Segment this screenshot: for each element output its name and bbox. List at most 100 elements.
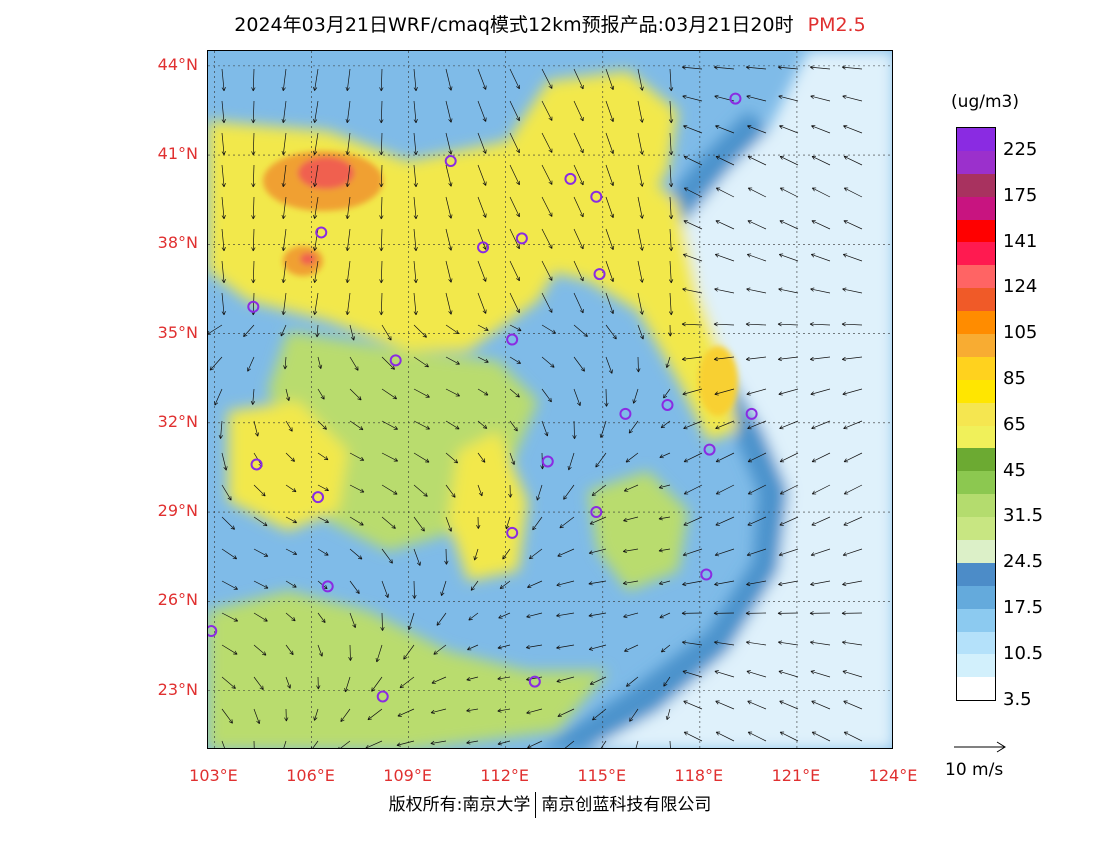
wind-arrow <box>715 187 735 198</box>
wind-arrow <box>477 420 488 429</box>
wind-arrow <box>659 612 671 619</box>
wind-arrow <box>509 420 518 432</box>
wind-arrow <box>312 68 319 91</box>
wind-arrow <box>315 324 320 338</box>
wind-arrow <box>668 292 674 316</box>
wind-arrow <box>660 644 671 653</box>
wind-arrow <box>477 132 487 154</box>
wind-arrow <box>477 292 487 314</box>
wind-arrow <box>668 100 674 124</box>
wind-arrow <box>477 452 486 463</box>
wind-vectors <box>208 65 863 748</box>
wind-arrow <box>841 322 863 327</box>
wind-arrow <box>541 356 555 368</box>
wind-arrow <box>681 322 703 327</box>
southwest-green <box>208 591 608 748</box>
wind-arrow <box>810 253 831 262</box>
wind-arrow <box>527 740 543 748</box>
colorbar-swatch <box>957 448 995 472</box>
wind-arrow <box>810 388 831 396</box>
wind-arrow <box>746 388 767 396</box>
wind-arrow <box>509 164 520 186</box>
colorbar <box>956 127 996 702</box>
wind-arrow <box>746 640 767 646</box>
wind-arrow <box>444 548 449 565</box>
station-marker <box>745 407 758 420</box>
wind-arrow <box>683 155 703 166</box>
copyright-right: 南京创蓝科技有限公司 <box>541 795 712 815</box>
colorbar-label: 17.5 <box>1003 596 1044 618</box>
wind-arrow <box>348 644 353 661</box>
hunan-yellow <box>448 431 528 581</box>
wind-arrow <box>843 700 863 710</box>
wind-arrow <box>745 65 767 70</box>
wind-arrow <box>218 420 223 439</box>
wind-arrow <box>312 196 319 219</box>
wind-arrow <box>221 100 226 124</box>
wind-arrow <box>668 324 673 337</box>
wind-arrow <box>811 700 831 710</box>
wind-arrow <box>527 580 543 589</box>
colorbar-label: 124 <box>1003 276 1038 298</box>
wind-arrow <box>285 484 297 493</box>
wind-arrow <box>599 420 607 438</box>
station-marker <box>444 155 457 168</box>
wind-arrow <box>381 420 398 430</box>
wind-arrow <box>413 548 421 566</box>
wind-arrow <box>285 676 292 689</box>
wind-arrow <box>379 228 384 252</box>
colorbar-swatch <box>957 311 995 335</box>
wind-arrow <box>349 612 357 629</box>
wind-arrow <box>779 484 799 495</box>
wind-arrow <box>573 388 581 407</box>
wind-arrow <box>509 132 520 154</box>
wind-arrow <box>476 516 481 529</box>
station-marker <box>590 190 603 203</box>
wind-arrow <box>779 452 799 463</box>
wind-arrow <box>526 612 543 619</box>
wind-arrow <box>381 452 399 462</box>
wind-arrow <box>682 548 703 557</box>
wind-arrow <box>778 253 799 262</box>
wind-arrow <box>431 676 447 684</box>
wind-arrow <box>221 676 236 689</box>
station-marker <box>703 443 716 456</box>
colorbar-unit: (ug/m3) <box>951 92 1019 112</box>
wind-arrow <box>349 548 363 560</box>
wind-arrow <box>541 324 556 334</box>
wind-arrow <box>605 196 615 219</box>
wind-arrow <box>445 260 453 283</box>
wind-arrow <box>477 196 487 218</box>
wind-arrow <box>811 187 831 198</box>
wind-arrow <box>473 548 479 561</box>
wind-arrow <box>541 196 553 217</box>
wind-arrow <box>281 260 287 284</box>
wind-arrow <box>747 124 767 134</box>
latitude-tick-label: 26°N <box>157 590 198 610</box>
wind-arrow <box>810 548 831 557</box>
wind-arrow <box>843 187 863 198</box>
wind-arrow <box>683 124 703 134</box>
wind-arrow <box>345 100 351 124</box>
wind-arrow <box>625 452 639 463</box>
wind-arrow <box>658 516 671 521</box>
wind-arrow <box>573 164 584 186</box>
wind-arrow <box>251 228 256 252</box>
wind-arrow <box>683 187 703 198</box>
wind-arrow <box>682 388 703 396</box>
wind-arrow <box>658 484 671 489</box>
wind-arrow <box>379 196 384 220</box>
wind-arrow <box>340 708 351 723</box>
wind-arrow <box>379 164 384 188</box>
wind-arrow <box>413 388 430 398</box>
wind-arrow <box>505 516 511 530</box>
forecast-map[interactable] <box>207 50 893 749</box>
wind-arrow <box>682 253 703 262</box>
station-marker <box>528 675 541 688</box>
wind-arrow <box>842 388 863 396</box>
longitude-tick-label: 106°E <box>286 766 335 785</box>
station-marker <box>619 407 632 420</box>
wind-arrow <box>497 708 511 713</box>
wind-arrow <box>556 580 575 587</box>
wind-arrow <box>281 292 287 316</box>
